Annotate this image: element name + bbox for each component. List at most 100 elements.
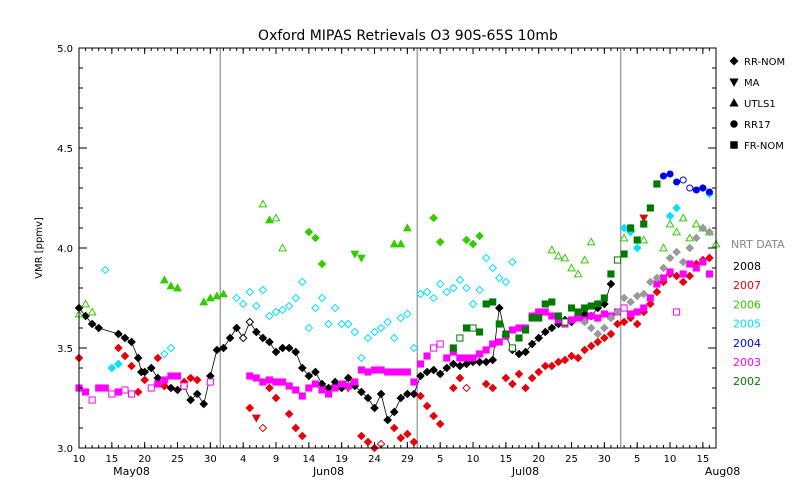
data-point — [580, 317, 589, 327]
x-tick-label: 5 — [634, 454, 640, 465]
data-point — [344, 382, 352, 390]
data-point — [476, 350, 484, 358]
data-point — [606, 329, 616, 339]
data-point — [297, 431, 307, 441]
data-point — [311, 303, 320, 313]
legend-years-title: NRT DATA — [731, 238, 785, 251]
data-point — [140, 367, 149, 377]
data-point — [271, 347, 281, 357]
data-point — [304, 227, 314, 237]
data-point — [284, 343, 294, 353]
data-point — [343, 373, 353, 383]
x-tick-label: 25 — [171, 454, 184, 465]
data-point — [88, 396, 96, 404]
data-point — [468, 299, 478, 309]
data-point — [429, 213, 438, 223]
data-point — [338, 380, 346, 388]
data-point — [685, 271, 695, 281]
data-point — [199, 297, 209, 306]
data-point — [389, 407, 399, 417]
data-point — [489, 298, 497, 306]
data-point — [278, 305, 287, 315]
data-point — [357, 431, 366, 441]
data-point — [580, 345, 589, 355]
data-point — [87, 307, 97, 316]
data-point — [475, 285, 484, 295]
series-2005 — [100, 183, 714, 373]
data-point — [173, 385, 182, 395]
data-point — [297, 363, 307, 373]
data-point — [594, 314, 602, 322]
data-point — [633, 236, 641, 244]
data-point — [678, 213, 688, 222]
x-tick-label: 9 — [273, 454, 279, 465]
data-point — [527, 373, 537, 383]
data-point — [488, 383, 498, 393]
data-point — [87, 319, 97, 329]
data-point — [521, 326, 530, 334]
legend-marker-tri-down — [729, 78, 739, 87]
y-tick-label: 4.5 — [57, 144, 73, 155]
data-point — [304, 323, 314, 333]
data-point — [225, 333, 235, 343]
data-point — [232, 293, 241, 303]
data-point — [593, 337, 603, 347]
data-point — [639, 289, 649, 299]
data-point — [442, 363, 452, 373]
data-point — [291, 347, 301, 357]
data-point — [285, 382, 293, 390]
series-2003 — [75, 258, 713, 404]
data-point — [587, 302, 595, 310]
month-label: Jun08 — [312, 465, 344, 478]
data-point — [659, 172, 668, 180]
data-point — [494, 273, 504, 283]
data-point — [101, 384, 109, 392]
data-point — [166, 343, 176, 353]
data-point — [462, 283, 471, 293]
data-point — [258, 199, 268, 208]
data-point — [514, 369, 524, 379]
data-point — [586, 323, 596, 333]
data-point — [350, 327, 360, 337]
legend-year: 2003 — [733, 356, 761, 369]
data-point — [331, 384, 339, 392]
data-point — [357, 387, 366, 397]
data-point — [494, 303, 504, 313]
data-point — [587, 312, 595, 320]
data-point — [653, 180, 661, 188]
data-point — [672, 271, 681, 281]
data-point — [652, 287, 662, 297]
data-point — [686, 260, 694, 268]
data-point — [403, 389, 412, 399]
data-point — [435, 369, 445, 379]
data-point — [212, 291, 222, 300]
data-point — [238, 333, 248, 343]
data-point — [409, 437, 419, 447]
data-point — [127, 337, 136, 347]
data-point — [705, 270, 713, 278]
data-point — [429, 411, 438, 421]
data-point — [481, 253, 491, 263]
legend-marker-label: FR-NOM — [744, 141, 784, 152]
data-point — [114, 343, 123, 353]
data-point — [278, 243, 288, 252]
data-point — [383, 415, 392, 425]
data-point — [403, 309, 412, 319]
series-2008 — [74, 279, 616, 425]
data-point — [501, 373, 511, 383]
data-point — [547, 361, 557, 371]
data-point — [462, 324, 471, 332]
y-tick-label: 3.5 — [57, 344, 73, 355]
data-point — [258, 423, 268, 433]
data-point — [160, 376, 168, 384]
data-point — [351, 378, 359, 386]
data-point — [449, 344, 457, 352]
data-point — [435, 237, 445, 247]
data-point — [699, 258, 707, 266]
data-point — [409, 389, 419, 399]
data-point — [488, 263, 498, 273]
data-point — [659, 274, 668, 282]
data-point — [337, 319, 346, 329]
data-point — [678, 277, 688, 287]
data-point — [705, 227, 714, 237]
